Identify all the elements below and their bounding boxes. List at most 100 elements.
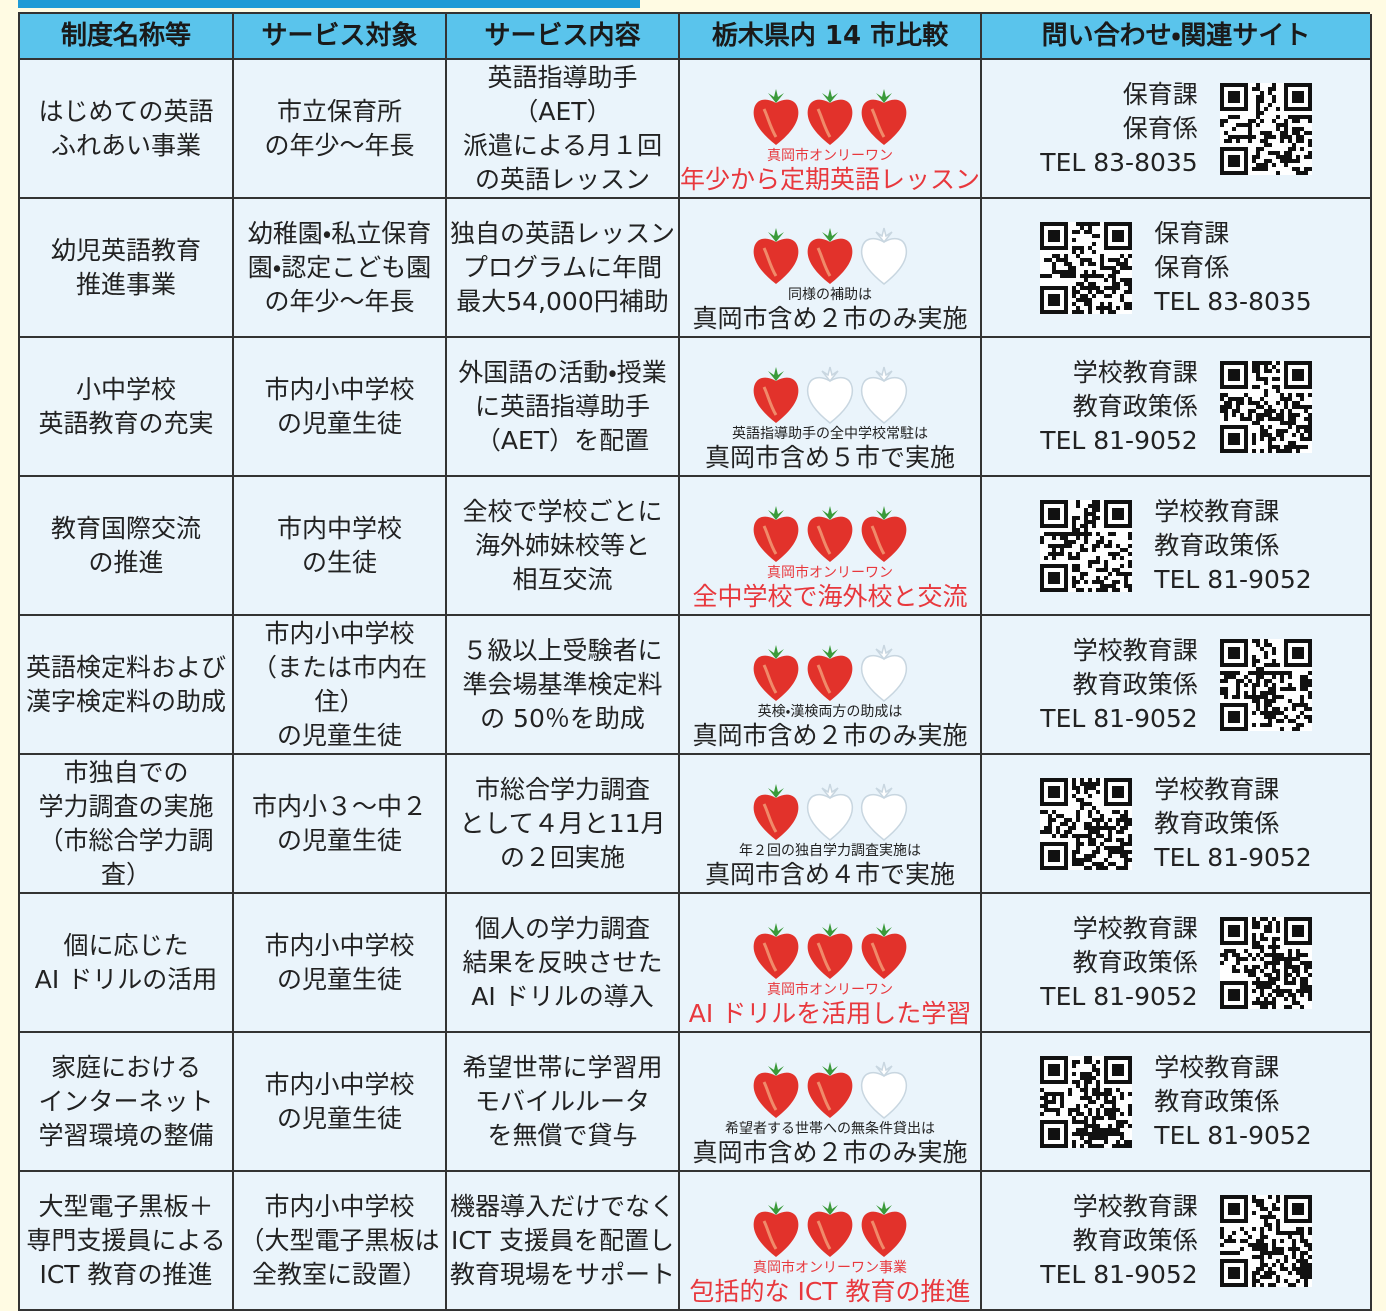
strawberry-empty [860,644,908,702]
strawberry-filled [753,506,799,562]
service-target: 市内中学校 の生徒 [234,477,447,616]
department: 学校教育課 [1072,913,1198,943]
section: 教育政策係 [1154,1086,1280,1116]
service-target: 幼稚園・私立保育 園・認定こども園 の年少〜年長 [234,199,447,338]
strawberry-filled [807,645,853,701]
service-target: 市内小３〜中２ の児童生徒 [234,755,447,894]
strawberry-filled [753,645,799,701]
department: 学校教育課 [1154,1052,1280,1082]
telephone: TEL 81-9052 [1154,842,1312,872]
qr-code [1040,1055,1133,1148]
qr-code [1219,360,1312,453]
strawberry-empty [806,783,854,841]
contact-cell: 学校教育課 教育政策係 TEL 81-9052 [982,616,1372,755]
comparison-result: 全中学校で海外校と交流 [692,582,968,611]
department: 学校教育課 [1154,774,1280,804]
comparison-note: 真岡市オンリーワン [767,982,893,998]
department: 学校教育課 [1072,357,1198,387]
section: 保育係 [1122,113,1198,143]
header-cell: サービス内容 [447,14,680,60]
rating [750,921,910,981]
comparison-cell: 同様の補助は 真岡市含め２市のみ実施 [680,199,982,338]
strawberry-filled [807,89,853,145]
header-cell: サービス対象 [234,14,447,60]
telephone: TEL 81-9052 [1040,425,1198,455]
contact-text: 保育課 保育係 TEL 83-8035 [1154,217,1311,319]
comparison-table: 制度名称等 サービス対象 サービス内容 栃木県内 14 市比較 問い合わせ・関連サイトは… [18,12,1372,1311]
strawberry-empty [860,366,908,424]
contact-text: 学校教育課 教育政策係 TEL 81-9052 [1040,634,1197,736]
comparison-note: 年２回の独自学力調査実施は [739,843,921,859]
telephone: TEL 83-8035 [1154,286,1312,316]
service-target: 市立保育所 の年少〜年長 [234,60,447,199]
section: 教育政策係 [1072,391,1198,421]
strawberry-filled [807,228,853,284]
telephone: TEL 81-9052 [1040,703,1198,733]
comparison-cell: 真岡市オンリーワン 年少から定期英語レッスン [680,60,982,199]
strawberry-filled [753,923,799,979]
qr-code [1219,638,1312,731]
contact-text: 保育課 保育係 TEL 83-8035 [1040,78,1197,180]
service-content: 個人の学力調査 結果を反映させた AI ドリルの導入 [447,894,680,1033]
strawberry-filled [861,1201,907,1257]
contact-cell: 学校教育課 教育政策係 TEL 81-9052 [982,894,1372,1033]
strawberry-filled [807,506,853,562]
service-content: 機器導入だけでなく ICT 支援員を配置し 教育現場をサポート [447,1172,680,1311]
comparison-result: 真岡市含め４市で実施 [704,860,955,889]
service-target: 市内小中学校 の児童生徒 [234,894,447,1033]
telephone: TEL 81-9052 [1154,564,1312,594]
rating [750,504,910,564]
contact-cell: 保育課 保育係 TEL 83-8035 [982,199,1372,338]
comparison-note: 真岡市オンリーワン事業 [753,1260,907,1276]
strawberry-empty [860,1061,908,1119]
comparison-cell: 真岡市オンリーワン 全中学校で海外校と交流 [680,477,982,616]
service-content: 独自の英語レッスン プログラムに年間 最大54,000円補助 [447,199,680,338]
comparison-note: 真岡市オンリーワン [767,565,893,581]
header-cell: 制度名称等 [20,14,234,60]
comparison-note: 英検・漢検両方の助成は [757,704,903,720]
contact-text: 学校教育課 教育政策係 TEL 81-9052 [1154,1051,1311,1153]
service-content: 全校で学校ごとに 海外姉妹校等と 相互交流 [447,477,680,616]
service-content: 外国語の活動・授業 に英語指導助手 （AET）を配置 [447,338,680,477]
strawberry-filled [861,923,907,979]
program-name: 英語検定料および 漢字検定料の助成 [20,616,234,755]
telephone: TEL 81-9052 [1040,1259,1198,1289]
rating [750,1199,910,1259]
comparison-result: AI ドリルを活用した学習 [688,999,972,1028]
header-cell: 栃木県内 14 市比較 [680,14,982,60]
department: 学校教育課 [1072,1191,1198,1221]
comparison-result: 真岡市含め２市のみ実施 [692,304,968,333]
comparison-result: 年少から定期英語レッスン [680,165,981,194]
strawberry-empty [860,227,908,285]
strawberry-filled [807,923,853,979]
program-name: はじめての英語 ふれあい事業 [20,60,234,199]
contact-cell: 学校教育課 教育政策係 TEL 81-9052 [982,755,1372,894]
strawberry-filled [807,1062,853,1118]
program-name: 大型電子黒板＋ 専門支援員による ICT 教育の推進 [20,1172,234,1311]
qr-code [1219,1194,1312,1287]
contact-text: 学校教育課 教育政策係 TEL 81-9052 [1040,1190,1197,1292]
comparison-result: 真岡市含め５市で実施 [704,443,955,472]
section: 教育政策係 [1072,669,1198,699]
contact-text: 学校教育課 教育政策係 TEL 81-9052 [1154,773,1311,875]
comparison-note: 同様の補助は [788,287,872,303]
contact-cell: 学校教育課 教育政策係 TEL 81-9052 [982,1172,1372,1311]
rating [750,87,910,147]
qr-code [1040,499,1133,592]
comparison-cell: 英語指導助手の全中学校常駐は 真岡市含め５市で実施 [680,338,982,477]
section: 保育係 [1154,252,1230,282]
strawberry-filled [861,89,907,145]
service-target: 市内小中学校 （または市内在住） の児童生徒 [234,616,447,755]
department: 学校教育課 [1154,496,1280,526]
contact-cell: 学校教育課 教育政策係 TEL 81-9052 [982,1033,1372,1172]
service-content: 希望世帯に学習用 モバイルルータ を無償で貸与 [447,1033,680,1172]
contact-cell: 学校教育課教育政策係 TEL 81-9052 [982,338,1372,477]
service-content: ５級以上受験者に 準会場基準検定料 の 50％を助成 [447,616,680,755]
contact-text: 学校教育課 教育政策係 TEL 81-9052 [1154,495,1311,597]
rating [750,643,910,703]
qr-code [1219,916,1312,1009]
comparison-cell: 希望者する世帯への無条件貸出は 真岡市含め２市のみ実施 [680,1033,982,1172]
strawberry-filled [861,506,907,562]
